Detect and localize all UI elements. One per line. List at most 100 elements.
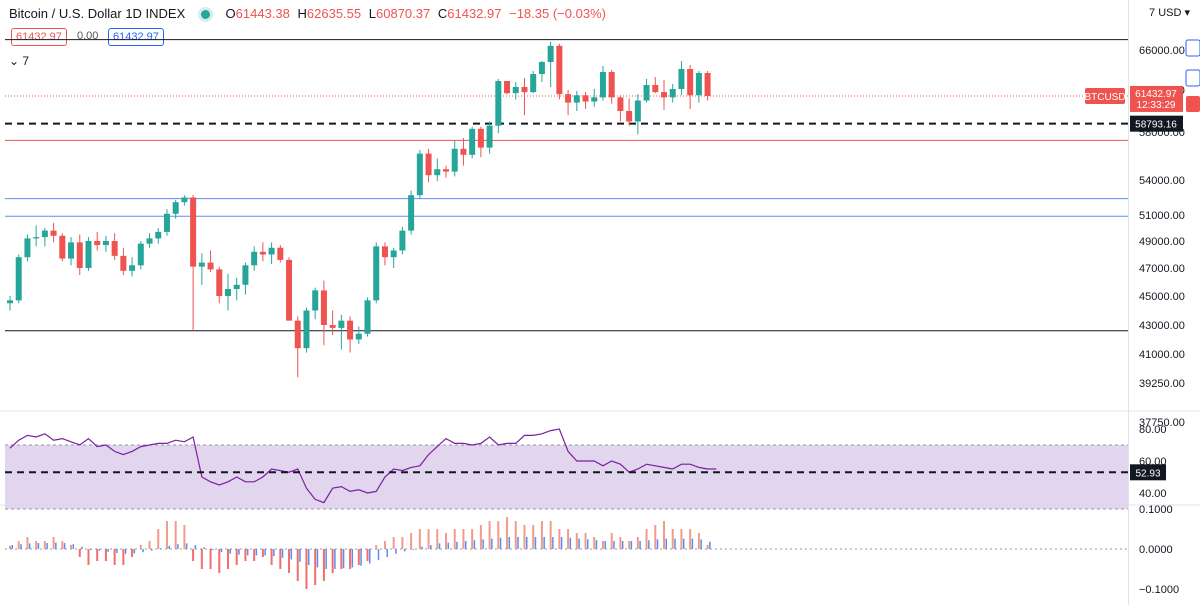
macd-signal-bar — [20, 544, 22, 549]
macd-histogram-bar — [288, 549, 291, 573]
macd-signal-bar — [665, 538, 667, 549]
macd-histogram-bar — [9, 545, 11, 549]
indicator-count: 7 — [22, 54, 30, 68]
axis-button — [1186, 96, 1200, 112]
macd-histogram-bar — [445, 533, 447, 549]
axis-button — [1185, 69, 1200, 87]
macd-histogram-bar — [540, 521, 543, 549]
candle-body — [425, 153, 432, 176]
macd-histogram-bar — [218, 549, 221, 573]
macd-signal-bar — [290, 549, 293, 560]
candle-body — [251, 251, 258, 266]
macd-signal-bar — [604, 541, 606, 549]
macd-histogram-bar — [61, 541, 64, 549]
level-badge: 58793.16 — [1135, 120, 1177, 131]
candle-body — [146, 238, 153, 244]
candle-body — [207, 262, 214, 270]
macd-histogram-bar — [78, 549, 81, 557]
macd-histogram-bar — [52, 537, 55, 549]
currency-selector[interactable]: 7 USD ▾ — [1149, 7, 1190, 19]
indicator-legend-toggle[interactable]: ⌄ 7 — [9, 54, 29, 68]
candle-body — [599, 72, 606, 98]
symbol-title[interactable]: Bitcoin / U.S. Dollar 1D INDEX — [9, 6, 186, 21]
price-axis-label: 51000.00 — [1139, 210, 1185, 222]
candle-body — [41, 230, 48, 238]
price-axis-label: 49000.00 — [1139, 236, 1185, 248]
macd-histogram-bar — [157, 529, 160, 549]
macd-signal-bar — [255, 549, 258, 556]
macd-histogram-bar — [436, 529, 439, 549]
macd-histogram-bar — [488, 521, 491, 549]
macd-histogram-bar — [410, 533, 413, 549]
candle-body — [320, 290, 327, 325]
rsi-axis-label: 80.00 — [1139, 424, 1167, 436]
symbol-badge-bg — [1085, 87, 1125, 104]
candle-body — [573, 95, 580, 103]
macd-histogram-bar — [401, 537, 404, 549]
macd-histogram-bar — [427, 529, 430, 549]
candle-body — [408, 195, 415, 231]
macd-histogram-bar — [340, 549, 343, 569]
macd-signal-bar — [412, 549, 415, 550]
macd-signal-bar — [395, 549, 397, 554]
candle-body — [626, 111, 633, 122]
candle-body — [277, 247, 284, 260]
macd-signal-bar — [177, 544, 179, 549]
macd-signal-bar — [534, 537, 537, 549]
macd-signal-bar — [168, 545, 170, 549]
rsi-value-badge: 52.93 — [1135, 468, 1160, 479]
macd-histogram-bar — [17, 541, 20, 549]
macd-histogram-bar — [645, 529, 648, 549]
macd-signal-bar — [72, 544, 75, 549]
macd-signal-bar — [456, 541, 458, 549]
macd-histogram-bar — [122, 549, 125, 565]
candle-body — [556, 45, 563, 95]
candle-body — [190, 197, 197, 267]
macd-signal-bar — [569, 537, 572, 549]
macd-histogram-bar — [610, 533, 613, 549]
candle-body — [155, 231, 162, 239]
macd-histogram-bar — [253, 549, 256, 561]
change-value: −18.35 (−0.03%) — [509, 6, 606, 21]
macd-histogram-bar — [261, 549, 264, 557]
macd-histogram-bar — [148, 541, 151, 549]
macd-histogram-bar — [349, 549, 352, 569]
macd-signal-bar — [499, 537, 502, 549]
macd-signal-bar — [578, 538, 580, 549]
candle-body — [582, 95, 589, 102]
candle-body — [364, 300, 371, 334]
candle-body — [547, 45, 554, 62]
macd-signal-bar — [81, 546, 83, 549]
macd-histogram-bar — [35, 541, 38, 549]
macd-signal-bar — [438, 543, 441, 549]
macd-signal-bar — [613, 541, 615, 549]
macd-histogram-bar — [689, 529, 692, 549]
close-label: C — [437, 6, 448, 21]
macd-histogram-bar — [593, 537, 596, 549]
candle-body — [225, 289, 231, 296]
macd-signal-bar — [238, 549, 240, 555]
candle-body — [76, 242, 83, 268]
candle-body — [565, 94, 572, 103]
candle-body — [303, 310, 310, 349]
price-axis-label: 54000.00 — [1139, 175, 1185, 187]
candle-body — [661, 92, 667, 98]
macd-signal-bar — [473, 540, 476, 549]
macd-signal-bar — [700, 539, 702, 549]
candle-body — [163, 213, 170, 232]
symbol-badge: BTCUSD — [1084, 92, 1125, 103]
candle-body — [495, 81, 502, 126]
macd-signal-bar — [656, 539, 659, 549]
macd-signal-bar — [377, 549, 380, 561]
candle-body — [129, 265, 136, 271]
macd-signal-bar — [682, 538, 685, 549]
macd-histogram-bar — [575, 533, 578, 549]
macd-signal-bar — [299, 549, 301, 562]
macd-signal-bar — [37, 543, 40, 549]
macd-signal-bar — [203, 547, 205, 549]
candle-body — [286, 259, 293, 321]
macd-signal-bar — [543, 537, 545, 549]
candle-body — [242, 265, 249, 285]
candle-body — [312, 290, 319, 311]
